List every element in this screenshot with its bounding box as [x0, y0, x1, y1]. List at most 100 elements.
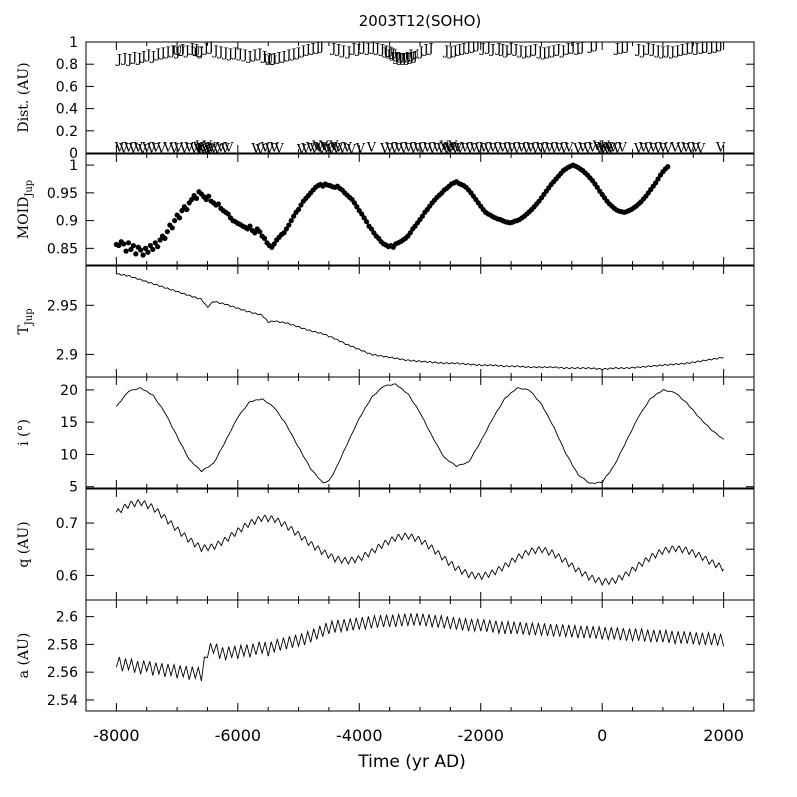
data-point	[286, 222, 292, 228]
data-point	[288, 218, 294, 224]
marker-v: V	[211, 143, 222, 158]
data-point	[363, 219, 370, 225]
marker-j: J	[270, 52, 277, 67]
marker-v: V	[199, 140, 210, 155]
marker-v: V	[582, 141, 593, 156]
marker-v: V	[596, 140, 607, 155]
marker-v: V	[346, 143, 357, 158]
marker-v: V	[321, 141, 332, 156]
data-point	[176, 215, 183, 221]
marker-v: V	[487, 140, 498, 155]
y-tick-label: 0.95	[47, 186, 78, 202]
marker-j: J	[206, 40, 213, 55]
data-point	[147, 242, 153, 249]
panel-frame	[85, 376, 755, 489]
marker-j: J	[698, 40, 705, 55]
marker-u: U	[172, 44, 183, 59]
data-point	[152, 240, 158, 246]
marker-v: V	[572, 141, 583, 156]
panel-data	[116, 383, 724, 484]
marker-j: J	[692, 42, 699, 57]
data-point	[157, 237, 163, 243]
marker-v: V	[603, 140, 614, 155]
marker-u: U	[383, 46, 394, 61]
marker-j: J	[159, 46, 166, 61]
marker-j: J	[587, 39, 594, 54]
marker-v: V	[598, 141, 609, 156]
marker-v: V	[675, 141, 686, 156]
data-point	[368, 226, 375, 232]
marker-v: V	[168, 141, 179, 156]
marker-v: V	[269, 140, 280, 155]
data-point	[291, 213, 297, 219]
data-point	[116, 242, 122, 249]
marker-v: V	[196, 145, 207, 160]
marker-j: J	[389, 47, 396, 62]
marker-v: V	[408, 141, 419, 156]
panel-tisserand: 2.9 2.95 TJup	[16, 265, 755, 378]
panel-frame	[85, 599, 755, 712]
marker-v: V	[318, 139, 329, 154]
marker-j: J	[130, 50, 137, 65]
marker-v: V	[553, 140, 564, 155]
marker-v: V	[403, 140, 414, 155]
data-point	[692, 0, 697, 3]
data-point	[699, 0, 704, 3]
y-axis-label: TJup	[16, 308, 35, 334]
marker-v: V	[188, 141, 199, 156]
marker-j: J	[265, 52, 272, 67]
data-point	[128, 246, 134, 253]
marker-v: V	[436, 141, 447, 156]
marker-j: J	[334, 43, 341, 58]
marker-v: V	[612, 141, 623, 156]
data-point	[247, 223, 253, 229]
panel-inclination: 5 10 15 20 i (°)	[16, 376, 755, 496]
marker-j: J	[658, 45, 665, 60]
y-tick-label: 0.2	[56, 124, 78, 140]
data-point	[694, 0, 699, 3]
data-point	[162, 235, 168, 241]
marker-j: J	[536, 45, 543, 60]
marker-j: J	[154, 47, 161, 62]
marker-v: V	[184, 140, 195, 155]
data-point	[680, 0, 685, 3]
marker-v: V	[173, 140, 184, 155]
marker-v: V	[690, 140, 701, 155]
marker-v: V	[544, 140, 555, 155]
marker-j: J	[284, 48, 291, 63]
data-point	[719, 0, 724, 3]
marker-v: V	[530, 141, 541, 156]
marker-j: J	[464, 40, 471, 55]
marker-j: J	[309, 42, 316, 57]
data-point	[419, 213, 426, 219]
marker-v: V	[657, 140, 668, 155]
marker-j: J	[149, 49, 156, 64]
marker-v: V	[549, 141, 560, 156]
marker-j: J	[364, 42, 371, 57]
marker-v: V	[412, 140, 423, 155]
data-point	[668, 0, 673, 3]
y-tick-label: 1	[69, 158, 78, 174]
y-tick-label: 0.9	[56, 214, 78, 230]
marker-u: U	[193, 46, 204, 61]
marker-j: J	[221, 46, 228, 61]
y-tick-label: 2.54	[47, 693, 78, 709]
y-axis-label: Dist. (AU)	[16, 62, 32, 132]
panel-perihelion: 0.6 0.7 q (AU)	[16, 488, 755, 601]
marker-v: V	[607, 140, 618, 155]
marker-j: J	[173, 45, 180, 60]
marker-u: U	[405, 50, 416, 65]
marker-j: J	[421, 43, 428, 58]
marker-v: V	[205, 140, 216, 155]
marker-v: V	[443, 140, 454, 155]
marker-v: V	[422, 140, 433, 155]
x-tick-label: 2000	[703, 726, 744, 745]
marker-j: J	[317, 39, 324, 54]
y-axis-label: q (AU)	[16, 521, 32, 567]
marker-v: V	[193, 143, 204, 158]
marker-j: J	[250, 48, 257, 63]
marker-j: J	[673, 44, 680, 59]
marker-j: J	[663, 44, 670, 59]
marker-v: V	[366, 140, 377, 155]
marker-j: J	[479, 42, 486, 57]
